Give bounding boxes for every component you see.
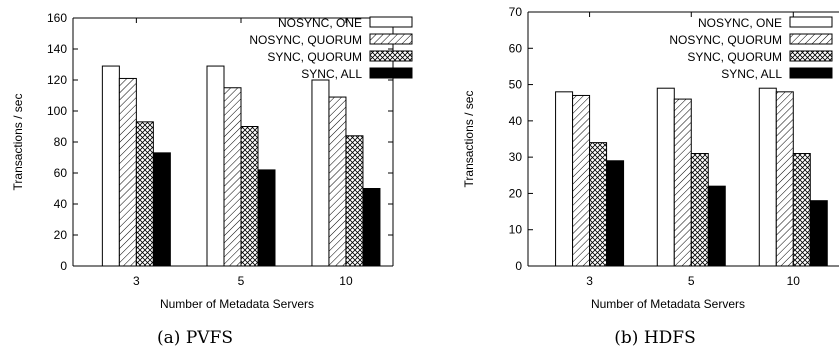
y-axis-label: Transactions / sec xyxy=(462,91,476,188)
bar xyxy=(656,87,675,267)
y-tick-label: 0 xyxy=(515,259,522,273)
bar xyxy=(206,65,225,267)
y-tick-label: 10 xyxy=(509,223,523,237)
legend-swatch xyxy=(369,16,413,28)
y-tick-label: 40 xyxy=(509,114,523,128)
bar xyxy=(311,79,330,267)
bar xyxy=(775,91,794,267)
y-tick-label: 40 xyxy=(54,197,68,211)
y-tick-label: 100 xyxy=(47,104,67,118)
bar xyxy=(257,169,276,267)
legend-swatch xyxy=(369,67,413,79)
y-tick-label: 160 xyxy=(47,11,67,25)
bar xyxy=(758,87,777,267)
x-tick-label: 10 xyxy=(339,274,353,288)
bar xyxy=(707,185,726,267)
bar xyxy=(362,188,381,267)
bar xyxy=(792,153,811,267)
chart-caption: (a) PVFS xyxy=(157,328,233,348)
bar xyxy=(555,91,574,267)
legend-label: SYNC, QUORUM xyxy=(267,50,362,64)
bar xyxy=(152,152,171,267)
legend-label: SYNC, ALL xyxy=(301,67,362,81)
bar xyxy=(673,98,692,267)
x-tick-label: 3 xyxy=(133,274,140,288)
y-tick-label: 60 xyxy=(54,166,68,180)
bar xyxy=(240,126,259,267)
legend-swatch xyxy=(789,33,833,45)
x-tick-label: 5 xyxy=(238,274,245,288)
bar xyxy=(135,121,154,267)
bar xyxy=(345,135,364,267)
bar xyxy=(809,200,828,267)
legend-label: NOSYNC, ONE xyxy=(278,16,362,30)
y-tick-label: 80 xyxy=(54,135,68,149)
bar xyxy=(572,94,591,267)
x-axis-label: Number of Metadata Servers xyxy=(160,297,314,311)
x-axis-label: Number of Metadata Servers xyxy=(591,297,745,311)
legend-label: NOSYNC, QUORUM xyxy=(249,33,362,47)
legend-label: SYNC, ALL xyxy=(721,67,782,81)
x-tick-label: 5 xyxy=(688,274,695,288)
bar xyxy=(118,77,137,267)
y-tick-label: 20 xyxy=(509,186,523,200)
y-tick-label: 140 xyxy=(47,42,67,56)
chart-pvfs: 0 20 40 60 80 100 120 140 160 3 5 10 Number of Metad… xyxy=(11,11,413,348)
chart-hdfs: 0 10 20 30 40 50 60 70 3 5 10 Number of Metadata Se… xyxy=(462,5,839,348)
legend-label: SYNC, QUORUM xyxy=(687,50,782,64)
y-tick-label: 60 xyxy=(509,41,523,55)
legend-swatch xyxy=(369,33,413,45)
legend-label: NOSYNC, ONE xyxy=(698,16,782,30)
bar xyxy=(589,142,608,267)
bar xyxy=(690,153,709,267)
x-tick-label: 10 xyxy=(787,274,801,288)
y-axis-label: Transactions / sec xyxy=(11,94,25,191)
y-tick-label: 20 xyxy=(54,228,68,242)
bar xyxy=(223,87,242,267)
legend-swatch xyxy=(789,50,833,62)
bar xyxy=(606,160,625,267)
legend-swatch xyxy=(789,16,833,28)
y-tick-label: 50 xyxy=(509,78,523,92)
y-tick-label: 30 xyxy=(509,150,523,164)
legend-swatch xyxy=(789,67,833,79)
bar xyxy=(328,96,347,267)
y-tick-label: 70 xyxy=(509,5,523,19)
legend-swatch xyxy=(369,50,413,62)
bar xyxy=(101,65,120,267)
y-tick-label: 0 xyxy=(60,259,67,273)
y-tick-label: 120 xyxy=(47,73,67,87)
chart-caption: (b) HDFS xyxy=(614,328,695,348)
x-tick-label: 3 xyxy=(586,274,593,288)
legend-label: NOSYNC, QUORUM xyxy=(669,33,782,47)
